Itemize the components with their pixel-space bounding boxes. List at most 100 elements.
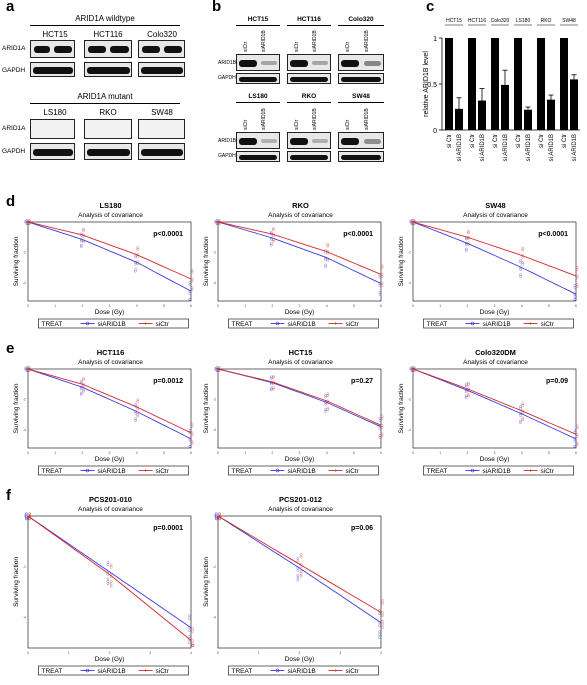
wt-line-2: Colo320 bbox=[147, 30, 177, 39]
plot-title: SW48 bbox=[485, 201, 505, 210]
plot-subtitle: Analysis of covariance bbox=[78, 506, 143, 513]
data-point-siarid1b bbox=[79, 391, 83, 395]
b-row-arid1b-bottom: ARID1B bbox=[218, 138, 237, 144]
data-point-sictr bbox=[326, 401, 330, 404]
legend-box bbox=[38, 665, 189, 676]
lane-label-top: siCtr bbox=[243, 41, 249, 52]
y-tick-label: -2 bbox=[213, 250, 216, 254]
x-tick-label: si Ctr bbox=[516, 134, 522, 148]
data-point-sictr bbox=[272, 238, 275, 242]
x-tick-label: 0 bbox=[412, 451, 414, 455]
plot-frame bbox=[217, 221, 382, 302]
data-point-sictr bbox=[326, 394, 330, 397]
data-point-siarid1b bbox=[79, 393, 83, 396]
data-point-sictr bbox=[272, 382, 275, 385]
data-point-sictr bbox=[575, 274, 579, 278]
data-point-siarid1b bbox=[188, 437, 192, 441]
data-point-sictr bbox=[521, 261, 525, 264]
x-tick-label: si Ctr bbox=[493, 134, 499, 148]
x-tick-label: 5 bbox=[353, 304, 355, 308]
data-point-sictr bbox=[109, 585, 113, 588]
data-point-siarid1b bbox=[188, 439, 192, 443]
lane-label-bottom: siARID1B bbox=[261, 108, 267, 130]
x-tick-label: 0 bbox=[27, 304, 29, 308]
fit-line-siarid1b bbox=[412, 368, 577, 440]
x-tick-label: 4 bbox=[190, 651, 192, 655]
legend-box bbox=[423, 465, 574, 476]
legend-title: TREAT bbox=[42, 668, 63, 675]
data-point-siarid1b bbox=[378, 427, 382, 431]
data-point-sictr bbox=[217, 369, 221, 372]
fit-line-siarid1b bbox=[27, 515, 192, 629]
b-bottom-underline-0 bbox=[236, 102, 280, 103]
lane-label-bottom: siCtr bbox=[243, 119, 249, 130]
blot-wt-gapdh-0 bbox=[30, 62, 75, 77]
data-point-sictr bbox=[412, 366, 416, 369]
data-point-sictr bbox=[217, 222, 221, 225]
data-point-siarid1b bbox=[378, 275, 382, 279]
data-point-sictr bbox=[191, 627, 194, 630]
plot-title: PCS201-010 bbox=[89, 495, 132, 504]
data-point-sictr bbox=[191, 642, 194, 645]
data-point-sictr bbox=[217, 366, 221, 369]
wildtype-underline bbox=[30, 25, 180, 26]
data-point-sictr bbox=[381, 626, 384, 629]
data-point-sictr bbox=[190, 277, 194, 281]
plot-subtitle: Analysis of covariance bbox=[268, 212, 333, 219]
data-point-siarid1b bbox=[464, 394, 468, 398]
data-point-sictr bbox=[190, 271, 194, 274]
b-top-line-2: Colo320 bbox=[348, 16, 374, 23]
data-point-sictr bbox=[575, 435, 579, 438]
data-point-sictr bbox=[82, 239, 85, 242]
data-point-sictr bbox=[412, 222, 416, 225]
legend-entry-siarid1b: siARID1B bbox=[288, 468, 316, 475]
plot-frame bbox=[217, 368, 382, 449]
x-tick-label: 2 bbox=[109, 651, 111, 655]
lane-label-top: siCtr bbox=[345, 41, 351, 52]
row-label-gapdh-wt: GAPDH bbox=[2, 67, 26, 74]
y-tick-label: -4 bbox=[213, 428, 216, 432]
data-point-sictr bbox=[381, 602, 384, 605]
data-point-siarid1b bbox=[79, 238, 83, 241]
data-point-sictr bbox=[521, 409, 525, 413]
lane-label-bottom: siCtr bbox=[294, 119, 300, 130]
data-point-sictr bbox=[190, 279, 194, 283]
x-tick-label: 2 bbox=[466, 304, 468, 308]
panel-label-c: c bbox=[426, 0, 435, 15]
legend-entry-siarid1b: siARID1B bbox=[98, 321, 126, 328]
survival-plot-pcs201-010: PCS201-010 Analysis of covariance p=0.0001… bbox=[13, 495, 194, 676]
fit-line-sictr bbox=[27, 221, 192, 280]
data-point-sictr bbox=[575, 441, 579, 445]
data-point-siarid1b bbox=[378, 636, 381, 639]
legend-marker-siarid1b bbox=[275, 668, 280, 673]
legend-box bbox=[38, 318, 189, 329]
y-tick-label: 0 bbox=[214, 220, 216, 224]
x-axis-label: Dose (Gy) bbox=[95, 456, 125, 463]
data-point-sictr bbox=[190, 440, 194, 443]
data-point-sictr bbox=[326, 252, 330, 255]
blot-mut-arid1a-2 bbox=[138, 119, 185, 139]
y-axis-label: Surviving fraction bbox=[398, 383, 405, 433]
data-point-sictr bbox=[467, 231, 470, 235]
data-point-sictr bbox=[272, 239, 275, 243]
data-point-siarid1b bbox=[519, 421, 522, 425]
data-point-sictr bbox=[190, 442, 194, 445]
group-label: Colo320 bbox=[491, 18, 510, 24]
data-point-sictr bbox=[467, 387, 470, 391]
data-point-siarid1b bbox=[573, 437, 577, 441]
data-point-siarid1b bbox=[269, 375, 273, 379]
b-row-arid1b-top: ARID1B bbox=[218, 60, 237, 66]
data-point-siarid1b bbox=[324, 265, 327, 268]
b-bottom-line-0: LS180 bbox=[248, 93, 268, 100]
data-point-sictr bbox=[109, 565, 113, 569]
y-tick-label: 0 bbox=[24, 367, 26, 371]
data-point-sictr bbox=[380, 266, 384, 270]
data-point-sictr bbox=[136, 260, 140, 264]
blot-wt-arid1a-1 bbox=[84, 40, 132, 58]
x-tick-label: si Ctr bbox=[447, 134, 453, 148]
y-tick-label: 1 bbox=[433, 36, 437, 43]
data-point-sictr bbox=[521, 402, 525, 405]
y-tick-label: -2 bbox=[23, 565, 26, 569]
lane-label-bottom: siCtr bbox=[345, 119, 351, 130]
data-point-sictr bbox=[521, 246, 525, 250]
